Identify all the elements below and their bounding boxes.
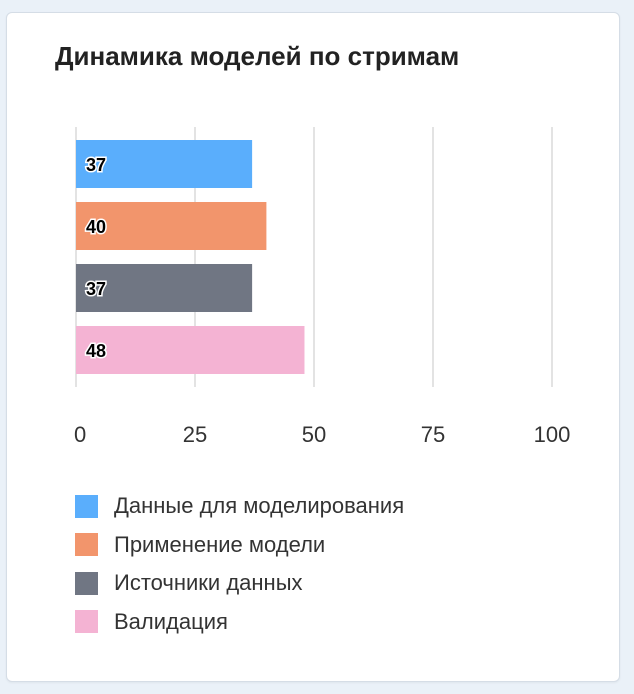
bar-chart: 37 40 37 48 0 25 50 75 100 <box>74 127 570 447</box>
x-tick-label-75: 75 <box>421 422 445 447</box>
x-tick-label-50: 50 <box>302 422 326 447</box>
chart-card: Динамика моделей по стримам 37 40 37 48 0 25… <box>6 12 620 682</box>
x-tick-label-0: 0 <box>74 422 86 447</box>
chart-bars <box>76 140 305 374</box>
x-tick-label-100: 100 <box>534 422 571 447</box>
chart-title: Динамика моделей по стримам <box>55 41 460 71</box>
bar-value-label-3: 37 <box>86 279 106 299</box>
bar-value-label-4: 48 <box>86 341 106 361</box>
legend-label: Источники данных <box>114 570 303 596</box>
legend-item-3[interactable]: Источники данных <box>75 564 404 603</box>
chart-legend: Данные для моделирования Применение модел… <box>75 487 404 641</box>
legend-item-4[interactable]: Валидация <box>75 603 404 642</box>
legend-item-2[interactable]: Применение модели <box>75 526 404 565</box>
bar-1[interactable] <box>76 140 253 188</box>
legend-swatch <box>75 494 98 518</box>
bar-value-label-2: 40 <box>86 217 106 237</box>
legend-label: Валидация <box>114 608 228 634</box>
chart-data-labels: 37 40 37 48 <box>85 154 108 363</box>
legend-label: Применение модели <box>114 531 326 557</box>
legend-swatch <box>75 533 98 557</box>
bar-value-label-1: 37 <box>86 155 106 175</box>
bar-3[interactable] <box>76 264 253 312</box>
legend-label: Данные для моделирования <box>114 493 405 519</box>
legend-swatch <box>75 571 98 595</box>
legend-item-1[interactable]: Данные для моделирования <box>75 487 404 526</box>
legend-swatch <box>75 610 98 634</box>
bar-2[interactable] <box>76 202 267 250</box>
bar-4[interactable] <box>76 326 305 374</box>
x-tick-label-25: 25 <box>183 422 207 447</box>
x-axis-ticks: 0 25 50 75 100 <box>74 422 570 447</box>
